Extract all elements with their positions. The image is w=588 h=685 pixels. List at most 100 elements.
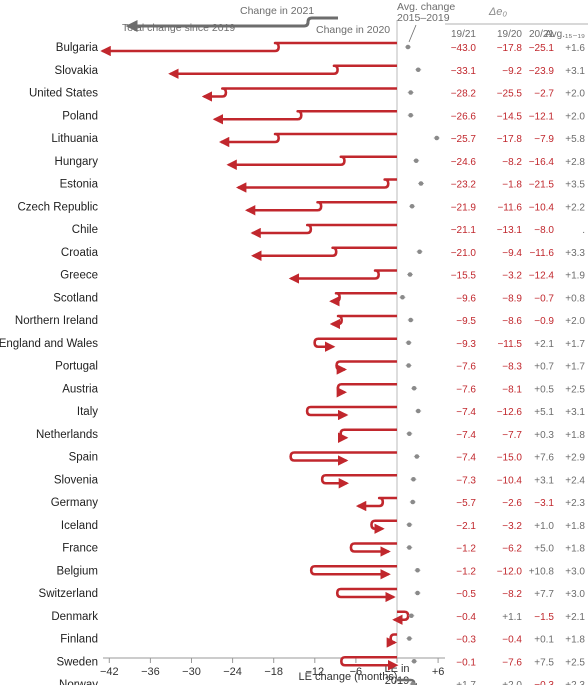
x-tick-label: −24 (223, 666, 242, 678)
country-label: United States (29, 88, 98, 100)
avg-change-dot (407, 431, 412, 437)
change-arrow (320, 473, 397, 489)
country-label: Slovenia (54, 474, 99, 486)
x-tick-label: −18 (264, 666, 283, 678)
table-cell: +1.8 (565, 521, 585, 532)
change-arrow (251, 246, 397, 261)
change-arrow (289, 451, 397, 466)
change-arrow (337, 428, 397, 443)
change-arrow (201, 87, 397, 102)
avg-change-dot (417, 249, 422, 255)
avg-change-dot (411, 476, 416, 482)
change-arrow (392, 610, 410, 625)
table-cell: +1.0 (534, 521, 554, 532)
avg-change-dot (413, 158, 419, 164)
table-cell: +2.0 (502, 680, 522, 685)
table-col-header: 20/21 (529, 29, 554, 40)
x-tick-label: −12 (305, 666, 324, 678)
country-rows: Bulgaria −43.0 −17.8 −25.1 +1.6 Slovakia −33.1… (0, 41, 585, 685)
change-arrow (250, 223, 397, 239)
table-cell: +3.0 (565, 589, 585, 600)
table-cell: −0.4 (456, 612, 476, 623)
table-cell: −8.3 (502, 362, 522, 373)
avg-change-dot (407, 272, 413, 277)
x-tick-label: −42 (100, 666, 119, 678)
table-cell: +10.8 (529, 566, 555, 577)
table-cell: +0.3 (534, 430, 554, 441)
change-arrow (244, 200, 397, 216)
country-row: Hungary −24.6 −8.2 −16.4 +2.8 (55, 155, 585, 170)
country-label: Chile (72, 224, 98, 236)
table-cell: −9.2 (502, 66, 522, 77)
table-cell: −8.9 (502, 293, 522, 304)
avg-change-dot (408, 112, 414, 118)
table-col-header: Avg.₁₅₋₁₉ (545, 29, 585, 40)
table-cell: −23.2 (451, 180, 477, 191)
table-cell: +0.7 (534, 362, 554, 373)
table-cell: +2.8 (565, 157, 585, 168)
table-cell: −0.1 (456, 657, 476, 668)
table-cell: +1.7 (565, 339, 585, 350)
country-row: Italy −7.4 −12.6 +5.1 +3.1 (77, 405, 585, 421)
table-cell: +2.0 (565, 111, 585, 122)
change-arrow (212, 109, 397, 125)
table-cell: −0.4 (502, 635, 522, 646)
country-label: Northern Ireland (15, 315, 98, 327)
legend-label-avg: Avg. change 2015–2019 (397, 1, 458, 24)
table-cell: −7.6 (456, 362, 476, 373)
change-arrow (329, 314, 397, 330)
country-label: Switzerland (39, 588, 98, 600)
avg-change-dot (418, 181, 424, 186)
change-arrow (218, 132, 397, 148)
country-row: United States −28.2 −25.5 −2.7 +2.0 (29, 87, 585, 102)
table-col-header: 19/20 (497, 29, 522, 40)
country-label: Estonia (60, 179, 99, 191)
country-label: Portugal (55, 361, 98, 373)
table-cell: −8.2 (502, 157, 522, 168)
table-cell: +1.9 (565, 271, 585, 282)
table-cell: +2.0 (565, 316, 585, 327)
country-row: Estonia −23.2 −1.8 −21.5 +3.5 (60, 178, 585, 193)
table-cell: . (582, 225, 585, 236)
country-row: Poland −26.6 −14.5 −12.1 +2.0 (62, 109, 585, 125)
country-label: Scotland (53, 292, 98, 304)
avg-change-dot (407, 545, 412, 550)
country-row: Austria −7.6 −8.1 +0.5 +2.5 (62, 382, 585, 398)
country-row: Greece −15.5 −3.2 −12.4 +1.9 (60, 269, 585, 284)
table-cell: −11.6 (497, 202, 522, 213)
table-cell: −2.1 (456, 521, 476, 532)
table-cell: −15.5 (451, 271, 477, 282)
avg-change-dot (410, 681, 416, 685)
table-cell: −24.6 (451, 157, 477, 168)
table-cell: −11.5 (497, 339, 522, 350)
table-cell: +7.5 (534, 657, 554, 668)
table-cell: −7.4 (456, 430, 476, 441)
avg-change-dot (409, 203, 415, 209)
table-cell: +5.1 (534, 407, 554, 418)
country-label: Spain (69, 452, 98, 464)
table-cell: −21.5 (529, 180, 555, 191)
table-cell: −21.9 (451, 202, 477, 213)
country-label: Denmark (51, 611, 98, 623)
table-cell: −7.9 (534, 134, 554, 145)
avg-change-dot (415, 567, 420, 573)
table-cell: +1.8 (565, 430, 585, 441)
avg-change-dot (406, 363, 411, 368)
table-header: Δe₀ 19/21 19/20 20/21 Avg.₁₅₋₁₉ (445, 6, 588, 40)
country-row: Spain −7.4 −15.0 +7.6 +2.9 (69, 451, 585, 466)
table-cell: −10.4 (497, 475, 523, 486)
legend-arrow-2021 (125, 16, 338, 32)
table-cell: +1.8 (565, 544, 585, 555)
country-row: Chile −21.1 −13.1 −8.0. (72, 223, 585, 239)
table-cell: −1.2 (456, 566, 476, 577)
country-row: Belgium −1.2 −12.0 +10.8 +3.0 (56, 564, 585, 580)
table-cell: +2.1 (534, 339, 554, 350)
table-cell: −6.2 (502, 544, 522, 555)
table-cell: +2.9 (565, 453, 585, 464)
table-cell: −2.7 (534, 89, 554, 100)
change-arrow (349, 542, 397, 557)
legend-label-avg-line: Avg. change (397, 1, 455, 13)
table-cell: −3.2 (502, 521, 522, 532)
table-cell: −9.6 (456, 293, 476, 304)
table-cell: −0.9 (534, 316, 554, 327)
